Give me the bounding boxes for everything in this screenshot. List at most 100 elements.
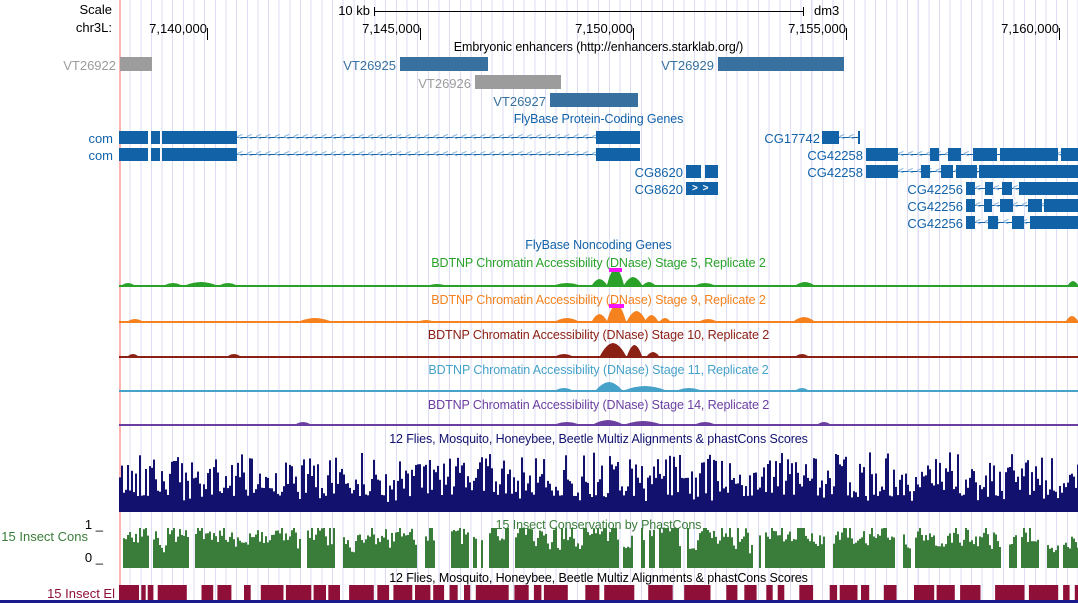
gene-exon-CG42256-4[interactable]: [1044, 199, 1078, 212]
gene-exon-com-3[interactable]: [596, 148, 640, 161]
ruler-tick-mark-3: [846, 28, 847, 40]
gene-exon-CG42256-1[interactable]: [988, 216, 998, 229]
ruler-tick-label-2: 7,150,000: [575, 21, 633, 36]
gene-label-CG42256: CG42256: [907, 216, 963, 231]
scale-label: Scale: [79, 2, 112, 17]
gene-intron-line-com: [237, 137, 596, 138]
enhancers-track-title[interactable]: Embryonic enhancers (http://enhancers.st…: [453, 40, 744, 54]
gene-label-CG42256: CG42256: [907, 199, 963, 214]
enhancer-box-VT26927[interactable]: [550, 93, 638, 107]
ruler-tick-mark-2: [633, 28, 634, 40]
gene-intron-line-CG42256: [975, 222, 1078, 223]
gene-exon-CG42258-5[interactable]: [1061, 148, 1078, 161]
gene-exon-CG42256-2[interactable]: [1002, 182, 1012, 195]
gene-exon-CG42256-2[interactable]: [1012, 216, 1024, 229]
bdtnp-stage5-signal[interactable]: [0, 265, 1078, 289]
ruler-tick-mark-4: [1059, 28, 1060, 40]
coding-genes-track-title[interactable]: FlyBase Protein-Coding Genes: [513, 112, 684, 126]
gene-label-com: com: [88, 148, 113, 163]
phastcons-signal[interactable]: [0, 527, 1078, 569]
scale-bar: [374, 7, 804, 16]
enhancer-box-VT26925[interactable]: [400, 57, 488, 71]
gene-exon-com-2[interactable]: [162, 131, 237, 144]
gene-exon-com-1[interactable]: [151, 131, 160, 144]
ruler-tick-mark-1: [420, 28, 421, 40]
gene-exon-CG42256-1[interactable]: [984, 199, 992, 212]
gene-strand-arrows-CG17742: <<<: [839, 132, 858, 143]
gene-exon-CG42258-1[interactable]: [921, 165, 930, 178]
multiz-conservation-signal[interactable]: [0, 450, 1078, 512]
gene-exon-CG8620-0[interactable]: > >: [686, 182, 718, 195]
gene-exon-CG42258-2[interactable]: [948, 148, 961, 161]
enhancer-label-VT26922: VT26922: [63, 58, 116, 73]
gene-exon-CG42258-4[interactable]: [1000, 148, 1058, 161]
bdtnp-stage5-title[interactable]: BDTNP Chromatin Accessibility (DNase) St…: [431, 256, 766, 270]
bdtnp-stage11-signal[interactable]: [0, 370, 1078, 394]
enhancer-box-VT26926[interactable]: [475, 75, 561, 89]
gene-exon-com-0[interactable]: [119, 131, 148, 144]
gene-exon-com-0[interactable]: [119, 148, 148, 161]
elements-left-label: 15 Insect El: [47, 586, 115, 601]
bdtnp-stage11-title[interactable]: BDTNP Chromatin Accessibility (DNase) St…: [428, 363, 769, 377]
gene-exon-com-2[interactable]: [162, 148, 237, 161]
gene-label-CG8620: CG8620: [634, 182, 683, 197]
gene-exon-CG42258-0[interactable]: [866, 148, 898, 161]
gene-exon-CG17742-1[interactable]: [858, 131, 860, 144]
gene-exon-CG42256-3[interactable]: [1019, 182, 1078, 195]
noncoding-genes-track-title[interactable]: FlyBase Noncoding Genes: [525, 238, 672, 252]
ruler-tick-label-3: 7,155,000: [788, 21, 846, 36]
gene-label-CG8620: CG8620: [634, 165, 683, 180]
gene-exon-CG42258-2[interactable]: [941, 165, 953, 178]
bdtnp-stage14-title[interactable]: BDTNP Chromatin Accessibility (DNase) St…: [427, 398, 770, 412]
enhancer-label-VT26929: VT26929: [661, 58, 714, 73]
phastcons-left-label: 15 Insect Cons: [1, 529, 88, 544]
bdtnp-stage10-signal[interactable]: [0, 336, 1078, 360]
enhancer-box-VT26929[interactable]: [718, 57, 844, 71]
ruler-tick-mark-0: [207, 28, 208, 40]
bdtnp-stage9-signal[interactable]: [0, 301, 1078, 325]
gene-exon-CG42258-3[interactable]: [973, 148, 997, 161]
gene-exon-CG42256-0[interactable]: [966, 199, 975, 212]
gene-exon-CG42256-1[interactable]: [985, 182, 993, 195]
gene-strand-arrows-com: <<<<<<<<<<<<<<<<<<<<<<<<<<<<<<<<<<<<<<<<: [237, 132, 596, 143]
bdtnp-stage14-signal[interactable]: [0, 404, 1078, 428]
gene-exon-CG42256-0[interactable]: [966, 216, 975, 229]
gene-exon-CG42256-3[interactable]: [1030, 216, 1078, 229]
enhancer-label-VT26926: VT26926: [418, 76, 471, 91]
assembly-label: dm3: [814, 3, 840, 18]
gene-strand-arrows-CG42256: <<<<<<<<<<<<: [975, 200, 1078, 211]
gene-label-com: com: [88, 131, 113, 146]
gene-exon-com-3[interactable]: [596, 131, 640, 144]
gene-exon-CG42256-0[interactable]: [966, 182, 975, 195]
phastcons-axis-max: 1 _: [84, 517, 103, 532]
chrom-label: chr3L:: [75, 20, 112, 35]
gene-exon-CG42258-3[interactable]: [956, 165, 977, 178]
gene-label-CG42258: CG42258: [807, 165, 863, 180]
gene-exon-CG42256-2[interactable]: [1000, 199, 1013, 212]
ruler-tick-label-0: 7,140,000: [149, 21, 207, 36]
bdtnp-stage9-title[interactable]: BDTNP Chromatin Accessibility (DNase) St…: [431, 293, 766, 307]
scalebar-length-label: 10 kb: [338, 3, 370, 18]
gene-exon-CG8620-0[interactable]: [686, 165, 701, 178]
gene-exon-CG42258-1[interactable]: [930, 148, 939, 161]
gene-strand-chevrons-CG8620: > >: [692, 183, 710, 194]
gene-exon-CG42258-4[interactable]: [979, 165, 1078, 178]
gene-exon-CG42256-3[interactable]: [1028, 199, 1042, 212]
conserved-elements-blocks[interactable]: [0, 585, 1078, 603]
multiz-track-title[interactable]: 12 Flies, Mosquito, Honeybee, Beetle Mul…: [389, 432, 808, 446]
ruler-tick-label-4: 7,160,000: [1001, 21, 1059, 36]
phastcons-track-title[interactable]: 15 Insect Conservation by PhastCons: [495, 518, 702, 532]
gene-label-CG42256: CG42256: [907, 182, 963, 197]
gene-strand-arrows-com: <<<<<<<<<<<<<<<<<<<<<<<<<<<<<<<<<<<<<<<<: [237, 149, 596, 160]
elements-track-title[interactable]: 12 Flies, Mosquito, Honeybee, Beetle Mul…: [389, 571, 808, 585]
gene-exon-CG8620-1[interactable]: [705, 165, 718, 178]
gene-exon-com-1[interactable]: [151, 148, 160, 161]
enhancer-label-VT26925: VT26925: [343, 58, 396, 73]
phastcons-axis-min: 0 _: [84, 550, 103, 565]
gene-label-CG42258: CG42258: [807, 148, 863, 163]
gene-exon-CG17742-0[interactable]: [822, 131, 839, 144]
bdtnp-stage10-title[interactable]: BDTNP Chromatin Accessibility (DNase) St…: [427, 328, 770, 342]
enhancer-box-VT26922[interactable]: [120, 57, 152, 71]
view-start-line: [119, 0, 121, 600]
gene-exon-CG42258-0[interactable]: [866, 165, 898, 178]
